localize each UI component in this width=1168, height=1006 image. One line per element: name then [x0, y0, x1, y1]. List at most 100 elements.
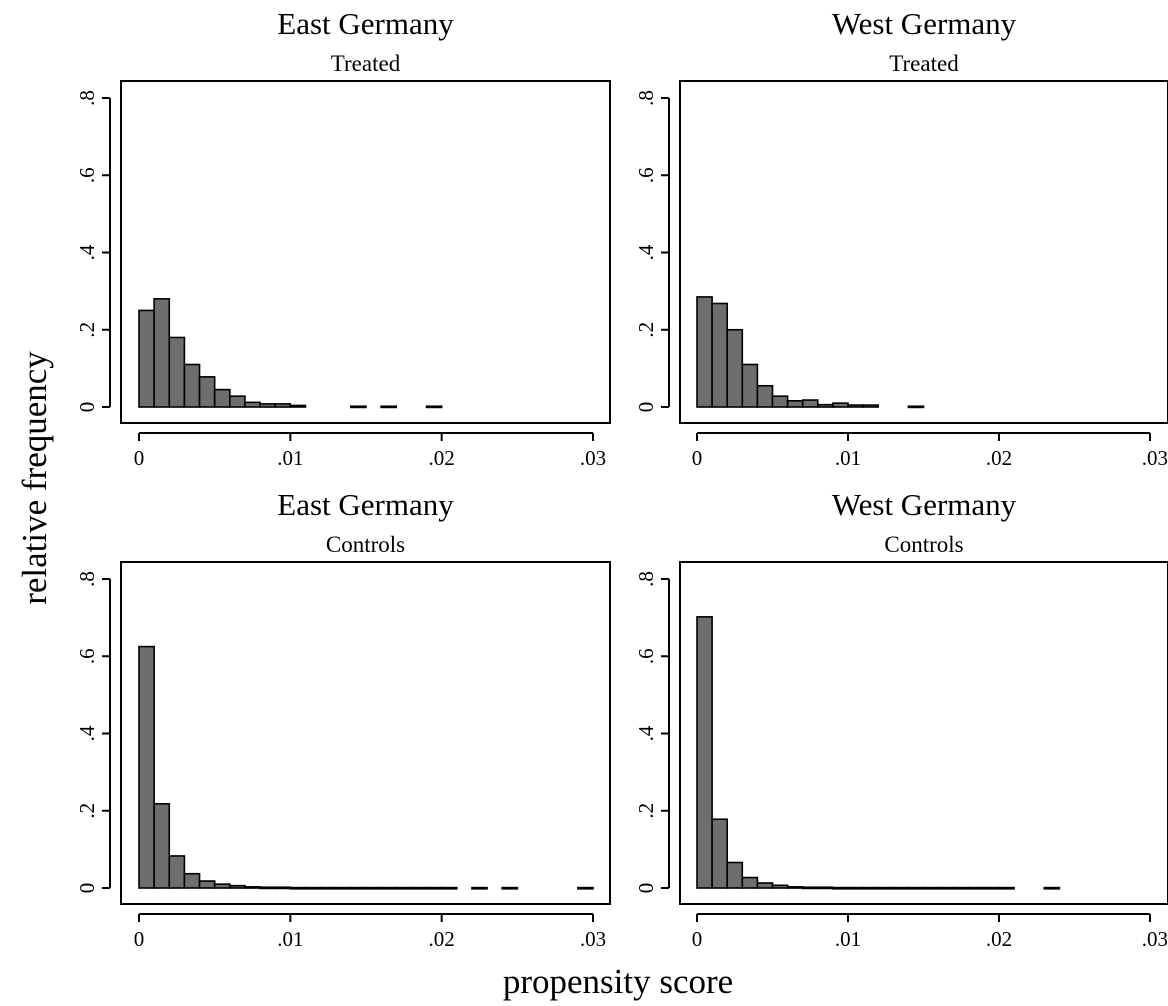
y-tick-label: .2 — [634, 803, 658, 819]
histogram-bar — [983, 886, 1000, 890]
histogram-bar — [832, 402, 849, 408]
histogram-bar — [440, 886, 458, 890]
histogram-bar — [229, 395, 246, 408]
x-tick-label: .01 — [835, 446, 861, 470]
histogram-bar — [1043, 886, 1061, 890]
plot-frame — [679, 561, 1168, 905]
panel-title: East Germany — [277, 6, 454, 41]
histogram-bar — [410, 886, 428, 890]
shared-x-axis-label: propensity score — [503, 962, 733, 1001]
panel-3: East Germany Controls 0 .2 .4 .6 .8 0 .01 .02 .03 — [75, 487, 611, 951]
histogram-bar — [711, 818, 728, 889]
y-tick-label: .4 — [75, 244, 99, 260]
histogram-bar — [350, 886, 367, 890]
x-tick-label: .01 — [277, 446, 303, 470]
histogram-bar — [289, 886, 307, 890]
panel-subtitle: Treated — [331, 51, 401, 76]
y-tick-label: .2 — [634, 322, 658, 338]
x-tick-label: 0 — [692, 446, 703, 470]
histogram-bar — [756, 384, 774, 408]
plot-frame — [120, 561, 611, 905]
histogram-bar — [771, 884, 789, 889]
x-tick-label: .02 — [986, 927, 1012, 951]
x-tick-label: .03 — [580, 927, 606, 951]
x-tick-label: 0 — [692, 927, 703, 951]
y-tick-label: 0 — [75, 402, 99, 413]
histogram-bar — [937, 886, 955, 890]
histogram-bar — [501, 886, 519, 890]
histogram-bar — [726, 328, 744, 408]
histogram-bar — [198, 376, 216, 408]
histogram-bar — [847, 404, 864, 408]
histogram-bar — [198, 880, 216, 889]
histogram-bar — [244, 886, 261, 889]
y-tick-label: .2 — [75, 322, 99, 338]
histogram-bar — [425, 405, 443, 409]
histogram-bar — [380, 886, 398, 890]
histogram-bar — [577, 886, 594, 890]
histogram-bar — [952, 886, 970, 890]
x-tick-label: .03 — [1142, 927, 1168, 951]
histogram-bar — [350, 405, 367, 409]
y-tick-label: .6 — [75, 648, 99, 664]
x-tick-label: .02 — [986, 446, 1012, 470]
x-tick-label: .02 — [429, 927, 455, 951]
y-tick-label: .6 — [634, 167, 658, 183]
histogram-bar — [786, 400, 804, 408]
histogram-bar — [168, 336, 186, 408]
histogram-bar — [334, 886, 352, 890]
histogram-bar — [213, 388, 231, 408]
y-tick-label: 0 — [75, 883, 99, 894]
shared-y-axis-label: relative frequency — [15, 351, 54, 605]
histogram-bar — [801, 886, 819, 890]
plot-frame — [120, 80, 611, 424]
x-tick-label: .02 — [429, 446, 455, 470]
panel-subtitle: Treated — [889, 51, 959, 76]
plot-frame — [679, 80, 1168, 424]
y-tick-label: .8 — [634, 571, 658, 587]
histogram-bar — [847, 886, 864, 890]
panel-subtitle: Controls — [884, 532, 963, 557]
histogram-bar — [922, 886, 940, 890]
x-tick-label: 0 — [134, 927, 145, 951]
histogram-bar — [907, 886, 925, 890]
y-tick-label: .6 — [75, 167, 99, 183]
x-tick-label: .03 — [580, 446, 606, 470]
histogram-bar — [877, 886, 895, 890]
histogram-bar — [907, 405, 925, 409]
y-tick-label: .4 — [75, 725, 99, 741]
y-tick-label: .6 — [634, 648, 658, 664]
histogram-bar — [471, 886, 488, 890]
histogram-bar — [138, 309, 155, 408]
y-tick-label: .8 — [634, 90, 658, 106]
histogram-bar — [741, 363, 759, 408]
panel-subtitle: Controls — [326, 532, 405, 557]
histogram-bar — [967, 886, 985, 890]
histogram-bar — [696, 296, 713, 408]
histogram-bar — [862, 404, 879, 408]
histogram-bar — [365, 886, 382, 890]
histogram-bar — [801, 399, 819, 408]
y-tick-label: .8 — [75, 571, 99, 587]
y-tick-label: 0 — [634, 883, 658, 894]
histogram-bar — [832, 886, 849, 890]
histogram-bar — [153, 298, 171, 408]
histogram-bar — [319, 886, 337, 890]
panel-2: West Germany Treated 0 .2 .4 .6 .8 0 .01 .02 .03 — [634, 6, 1168, 470]
histogram-bar — [168, 855, 186, 889]
histogram-bar — [304, 886, 322, 890]
y-tick-label: .8 — [75, 90, 99, 106]
histogram-bar — [892, 886, 910, 890]
histogram-bar — [274, 403, 292, 408]
histogram-bar — [244, 401, 261, 408]
histogram-bar — [138, 645, 155, 889]
panel-title: East Germany — [277, 487, 454, 522]
y-tick-label: .4 — [634, 725, 658, 741]
histogram-bar — [259, 403, 277, 408]
histogram-bar — [741, 876, 759, 889]
histogram-bar — [998, 886, 1015, 890]
histogram-bar — [183, 872, 201, 889]
histogram-bar — [756, 882, 774, 889]
histogram-bar — [862, 886, 879, 890]
panels-group: East GermanyTreated0.2.4.6.80.01.02.03We… — [75, 6, 1168, 951]
